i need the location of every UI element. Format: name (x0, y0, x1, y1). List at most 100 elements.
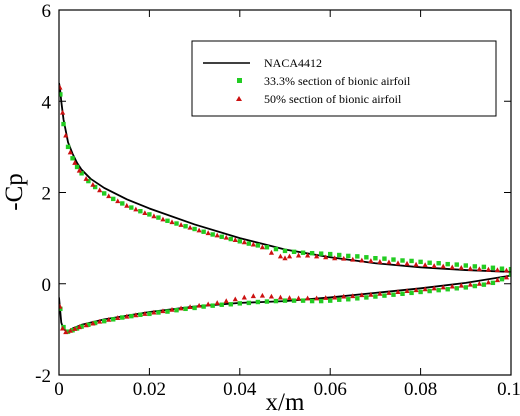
point-50-section-upper (485, 266, 491, 272)
point-33-section-upper (59, 92, 63, 97)
point-50-section-upper (196, 227, 202, 233)
point-50-section-lower (431, 285, 437, 291)
point-33-section-lower (264, 299, 270, 304)
point-50-section-lower (386, 290, 392, 295)
point-50-section-upper (422, 262, 428, 268)
point-50-section-lower (323, 295, 329, 300)
point-33-section-lower (490, 280, 496, 286)
point-33-section-lower (391, 292, 396, 297)
point-33-section-lower (183, 306, 188, 312)
point-50-section-upper (60, 109, 66, 115)
point-50-section-lower (413, 287, 419, 293)
point-50-section-upper (377, 259, 383, 264)
point-33-section-lower (210, 303, 215, 308)
point-33-section-upper (282, 248, 288, 254)
point-33-section-lower (255, 299, 261, 305)
point-50-section-lower (268, 293, 275, 299)
x-tick-label: 0.02 (133, 379, 166, 400)
point-50-section-lower (83, 322, 89, 328)
point-50-section-upper (232, 237, 238, 242)
point-50-section-upper (178, 222, 184, 227)
point-50-section-lower (449, 283, 455, 289)
point-50-section-lower (458, 282, 464, 288)
point-33-section-upper (61, 121, 66, 127)
point-33-section-lower (156, 310, 161, 315)
point-50-section-lower (187, 304, 193, 310)
point-50-section-lower (341, 293, 347, 299)
point-50-section-upper (76, 167, 82, 173)
point-50-section-upper (286, 253, 293, 259)
point-33-section-upper (364, 255, 369, 260)
x-tick-label: 0.04 (223, 379, 257, 400)
point-33-section-lower (337, 297, 342, 302)
point-33-section-lower (499, 276, 505, 282)
point-33-section-upper (201, 229, 206, 234)
point-50-section-upper (223, 234, 229, 240)
point-50-section-upper (494, 267, 501, 273)
point-50-section-lower (133, 312, 139, 318)
point-33-section-upper (346, 253, 351, 259)
point-50-section-upper (67, 149, 73, 155)
point-33-section-lower (382, 293, 387, 298)
point-50-section-upper (350, 256, 356, 262)
point-50-section-upper (458, 264, 464, 270)
legend-label-naca4412: NACA4412 (264, 56, 322, 70)
point-33-section-lower (273, 298, 279, 304)
point-33-section-lower (246, 300, 252, 306)
y-tick-label: 6 (42, 1, 52, 22)
point-33-section-upper (210, 232, 215, 237)
point-33-section-lower (355, 296, 360, 301)
y-tick-label: 0 (42, 275, 52, 296)
point-33-section-lower (463, 285, 468, 290)
point-33-section-upper (436, 261, 441, 266)
x-axis-title: x/m (266, 389, 305, 416)
point-33-section-lower (111, 317, 116, 322)
point-50-section-lower (332, 294, 338, 300)
point-50-section-lower (295, 295, 302, 301)
point-50-section-lower (178, 305, 184, 311)
point-33-section-upper (391, 257, 396, 262)
y-axis-ticks: -2 0 2 4 6 (35, 1, 511, 387)
point-50-section-upper (106, 193, 112, 199)
point-50-section-upper (386, 259, 392, 265)
point-50-section-lower (277, 294, 284, 300)
x-tick-label: 0.1 (497, 379, 520, 400)
point-50-section-upper (341, 255, 347, 261)
point-33-section-upper (70, 156, 75, 161)
point-50-section-lower (90, 320, 96, 326)
point-50-section-upper (142, 210, 148, 216)
point-33-section-upper (337, 252, 342, 258)
point-33-section-upper (472, 264, 478, 269)
point-33-section-lower (427, 288, 432, 294)
point-50-section-upper (395, 260, 401, 266)
point-33-section-upper (86, 178, 91, 184)
point-50-section-upper (431, 263, 437, 268)
point-33-section-lower (65, 329, 71, 334)
point-50-section-upper (332, 255, 338, 261)
point-50-section-upper (449, 264, 455, 270)
point-50-section-upper (72, 160, 78, 165)
point-33-section-lower (201, 304, 206, 309)
point-33-section-upper (228, 236, 233, 242)
point-33-section-lower (59, 306, 63, 312)
point-50-section-lower (494, 277, 501, 283)
point-33-section-upper (273, 246, 279, 252)
point-33-section-lower (309, 298, 315, 304)
point-50-section-upper (205, 230, 211, 236)
x-axis-ticks: 0 0.02 0.04 0.06 0.08 0.1 (54, 10, 520, 400)
point-50-section-upper (124, 202, 130, 208)
point-50-section-lower (286, 295, 293, 300)
point-50-section-upper (476, 266, 482, 272)
point-50-section-lower (404, 288, 410, 294)
point-50-section-lower (63, 329, 69, 335)
point-33-section-lower (481, 282, 487, 287)
point-33-section-upper (382, 256, 387, 261)
point-33-section-upper (102, 191, 107, 196)
point-33-section-lower (328, 298, 333, 303)
point-50-section-upper (259, 244, 265, 250)
point-50-section-lower (72, 326, 78, 331)
point-50-section-upper (169, 219, 175, 225)
legend-swatch-50-section (236, 96, 242, 101)
point-33-section-upper (400, 258, 405, 263)
point-50-section-upper (404, 260, 410, 266)
